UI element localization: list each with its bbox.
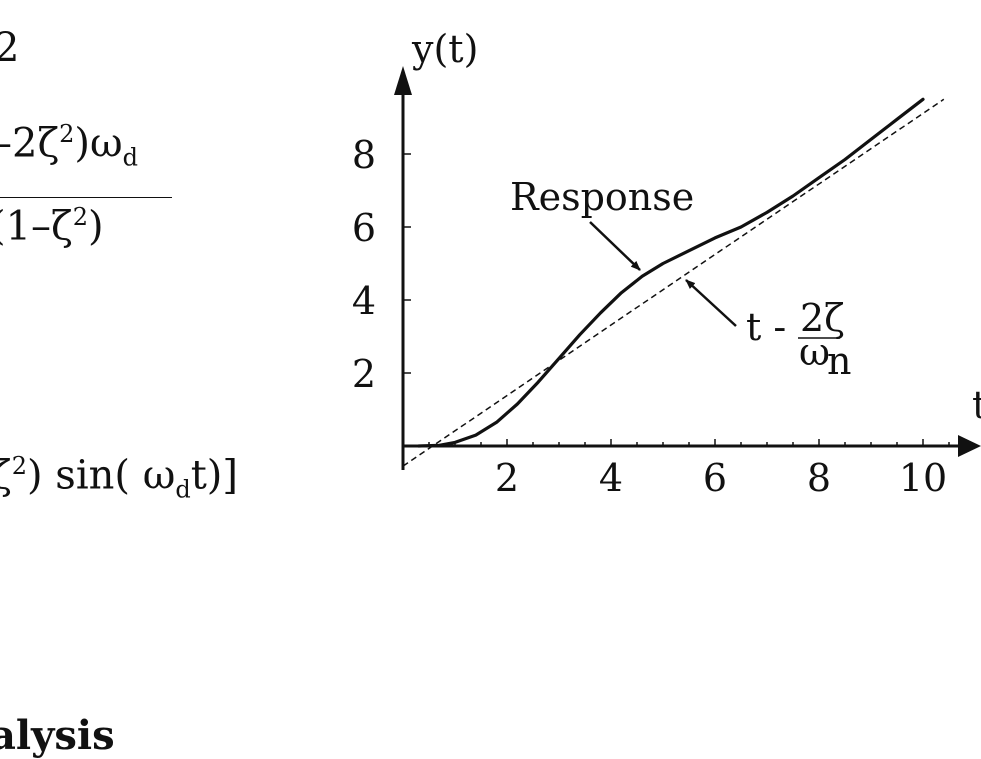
- y-tick-label: 8: [352, 133, 376, 177]
- x-axis-label: t: [972, 383, 981, 427]
- y-axis-arrowhead: [394, 66, 412, 95]
- x-tick-label: 8: [807, 456, 831, 500]
- chart-ticks: 2 4 6 8 10 2 4 6 8: [352, 133, 950, 500]
- response-arrow: [589, 221, 641, 271]
- y-tick-label: 6: [352, 206, 376, 250]
- chart-series: [402, 97, 945, 467]
- equation-denominator: (1–ζ2): [0, 203, 104, 250]
- x-tick-label: 2: [495, 456, 519, 500]
- x-axis-arrowhead: [958, 435, 981, 457]
- y-tick-label: 4: [352, 279, 376, 323]
- equation-fragment-top: 2: [0, 25, 20, 71]
- response-curve: [417, 97, 925, 448]
- asymptote-label-denominator: ω: [799, 330, 830, 374]
- asymptote-line: [402, 98, 945, 467]
- x-tick-label: 10: [899, 456, 947, 500]
- asymptote-label-subscript: n: [827, 339, 851, 383]
- y-tick-label: 2: [352, 352, 376, 396]
- asymptote-arrow: [685, 279, 737, 327]
- x-tick-label: 6: [703, 456, 727, 500]
- equation-numerator: –2ζ2)ωd: [0, 120, 139, 172]
- asymptote-label-prefix: t -: [746, 305, 786, 349]
- asymptote-label-numerator: 2ζ: [800, 296, 845, 340]
- response-label: Response: [510, 175, 694, 219]
- x-tick-label: 4: [599, 456, 623, 500]
- y-axis-label: y(t): [411, 27, 478, 71]
- equation-fraction-bar: [0, 197, 172, 198]
- chart-axes: y(t) t: [394, 27, 981, 470]
- equation-sine-term: ζ2) sin( ωdt)]: [0, 452, 238, 504]
